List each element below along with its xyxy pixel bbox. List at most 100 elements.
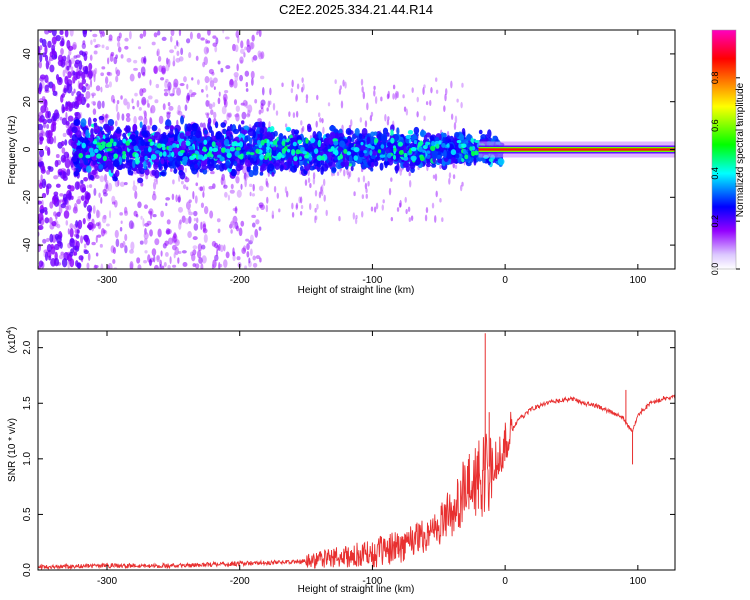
heat-cell (113, 56, 118, 65)
heat-cell (38, 260, 44, 267)
heat-cell (240, 220, 245, 227)
heat-cell (125, 155, 130, 165)
heat-cell (122, 151, 126, 155)
heat-cell (153, 32, 158, 38)
heat-cell (92, 108, 97, 115)
heat-cell (353, 146, 360, 153)
heat-cell (155, 83, 160, 89)
heat-cell (408, 217, 412, 223)
snr-x-tick-label: 0 (502, 576, 508, 587)
heat-cell (233, 71, 239, 78)
heat-cell (38, 162, 43, 167)
heat-cell (301, 125, 305, 132)
heat-cell (202, 191, 205, 198)
heat-cell (53, 191, 59, 197)
heat-cell (361, 86, 364, 93)
svg-text:(x104): (x104) (6, 327, 18, 354)
heat-cell (93, 38, 97, 43)
heat-cell (143, 238, 148, 245)
heat-cell (398, 150, 404, 155)
heat-cell (106, 57, 110, 65)
heat-cell (122, 154, 127, 160)
heat-cell (422, 87, 425, 95)
heat-cell (178, 56, 184, 62)
heat-cell (392, 154, 397, 160)
heat-cell (384, 113, 387, 122)
heat-cell (258, 226, 262, 231)
heat-cell (195, 263, 200, 269)
heat-cell (251, 193, 256, 197)
heat-cell (383, 160, 390, 166)
heat-cell (390, 177, 393, 182)
heat-cell (142, 160, 147, 169)
heat-cell (177, 110, 183, 116)
heat-cell (44, 217, 50, 224)
heat-cell (89, 133, 95, 138)
heat-cell (112, 176, 118, 182)
heat-cell (297, 140, 303, 145)
heat-cell (60, 203, 66, 209)
heat-cell (307, 125, 312, 133)
heat-cell (212, 42, 218, 47)
heat-cell (64, 76, 69, 85)
heat-cell (224, 191, 228, 198)
heat-cell (164, 125, 170, 130)
heat-cell (235, 112, 240, 122)
heat-cell (90, 39, 93, 46)
heat-cell (86, 204, 93, 213)
heat-cell (239, 158, 245, 166)
heat-cell (111, 195, 116, 204)
heat-cell (290, 88, 294, 94)
heat-cell (276, 153, 283, 158)
spectrogram-marks (38, 30, 675, 269)
heat-cell (279, 163, 284, 172)
heat-cell (207, 30, 211, 36)
spectrogram-y-tick-label: 20 (22, 96, 33, 108)
heat-cell (69, 223, 74, 229)
heat-cell (301, 77, 304, 83)
heat-cell (153, 131, 161, 141)
heat-cell (38, 45, 41, 56)
heat-cell (260, 162, 267, 171)
heat-cell (101, 31, 105, 37)
heat-cell (206, 113, 209, 119)
heat-cell (85, 82, 89, 87)
heat-cell (108, 81, 112, 88)
heat-cell (409, 161, 416, 170)
heat-cell (105, 223, 110, 227)
heat-cell (55, 34, 61, 42)
heat-cell (137, 177, 144, 184)
heat-cell (245, 82, 249, 88)
heat-cell (217, 97, 221, 105)
heat-cell (333, 140, 339, 146)
heat-cell (94, 265, 99, 269)
heat-cell (405, 134, 412, 140)
heat-cell (121, 113, 125, 121)
heat-cell (160, 250, 163, 257)
heat-cell (461, 181, 464, 187)
heat-cell (142, 131, 149, 138)
heat-cell (247, 128, 255, 137)
heat-cell (113, 141, 117, 147)
spectrogram-x-tick-label: 0 (502, 275, 508, 286)
heat-cell (398, 202, 402, 208)
heat-cell (336, 171, 340, 176)
heat-cell (236, 163, 241, 168)
heat-cell (342, 79, 345, 87)
heat-cell (325, 137, 330, 144)
heat-cell (78, 82, 84, 90)
heat-cell (67, 71, 72, 79)
heat-cell (431, 163, 437, 168)
heat-cell (230, 183, 234, 190)
heat-cell (132, 185, 138, 192)
heat-cell (129, 249, 134, 254)
heat-cell (71, 156, 78, 163)
heat-cell (219, 244, 224, 253)
heat-cell (209, 210, 214, 219)
heat-cell (102, 155, 107, 162)
heat-cell (153, 65, 159, 75)
heat-cell (67, 45, 74, 51)
snr-y-ticks: 0.0 0.5 1.0 1.5 2.0 (22, 340, 675, 577)
heat-cell (154, 150, 161, 154)
heat-cell (269, 87, 272, 96)
